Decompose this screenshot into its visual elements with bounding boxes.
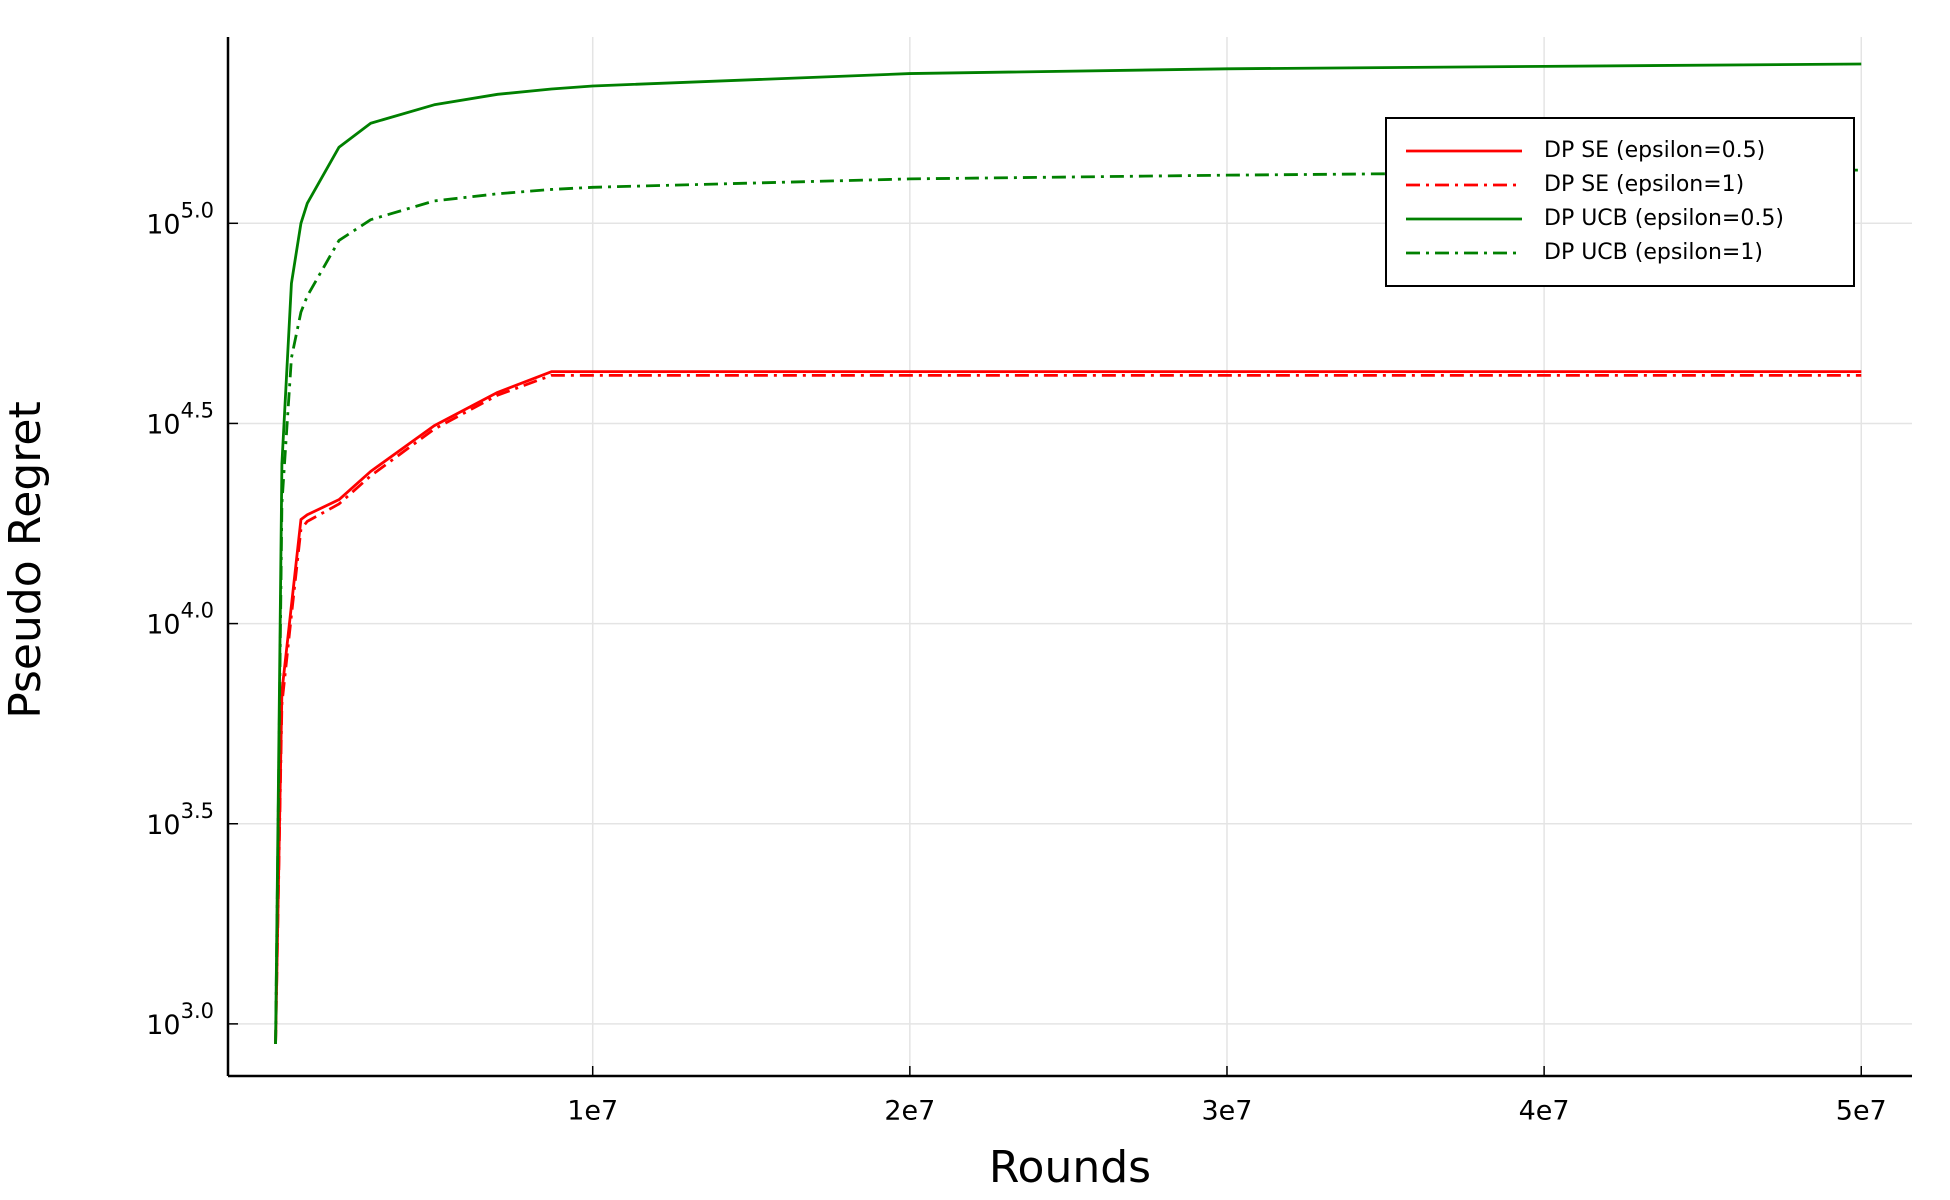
y-tick-base: 10 (146, 209, 180, 240)
y-tick-exponent: 3.0 (181, 999, 214, 1023)
y-tick-exponent: 4.5 (181, 398, 214, 422)
x-axis-title: Rounds (989, 1142, 1151, 1193)
legend-label: DP UCB (epsilon=0.5) (1544, 206, 1784, 231)
x-tick-label: 5e7 (1836, 1096, 1887, 1127)
series-line (274, 370, 1862, 1044)
series-line (274, 168, 1862, 1044)
x-tick-label: 2e7 (884, 1096, 935, 1127)
legend: DP SE (epsilon=0.5) DP SE (epsilon=1) DP U… (1385, 117, 1855, 287)
y-tick-base: 10 (146, 1010, 180, 1041)
y-tick-exponent: 4.0 (181, 599, 214, 623)
y-tick-exponent: 5.0 (181, 198, 214, 222)
x-tick-label: 1e7 (567, 1096, 618, 1127)
y-axis-title: Pseudo Regret (0, 401, 51, 719)
legend-label: DP SE (epsilon=1) (1544, 172, 1744, 197)
y-tick-base: 10 (146, 610, 180, 641)
y-tick-exponent: 3.5 (181, 799, 214, 823)
series-line (274, 62, 1862, 1044)
legend-box (1385, 117, 1855, 287)
y-tick-label: 103.0 (146, 999, 214, 1041)
y-tick-label: 105.0 (146, 198, 214, 240)
y-tick-label: 103.5 (146, 799, 214, 841)
x-tick-label: 4e7 (1519, 1096, 1570, 1127)
y-tick-label: 104.0 (146, 599, 214, 641)
y-tick-label: 104.5 (146, 398, 214, 440)
y-tick-base: 10 (146, 810, 180, 841)
legend-label: DP SE (epsilon=0.5) (1544, 138, 1765, 163)
series-line (274, 373, 1862, 1044)
x-tick-label: 3e7 (1201, 1096, 1252, 1127)
y-tick-base: 10 (146, 409, 180, 440)
legend-label: DP UCB (epsilon=1) (1544, 240, 1763, 265)
